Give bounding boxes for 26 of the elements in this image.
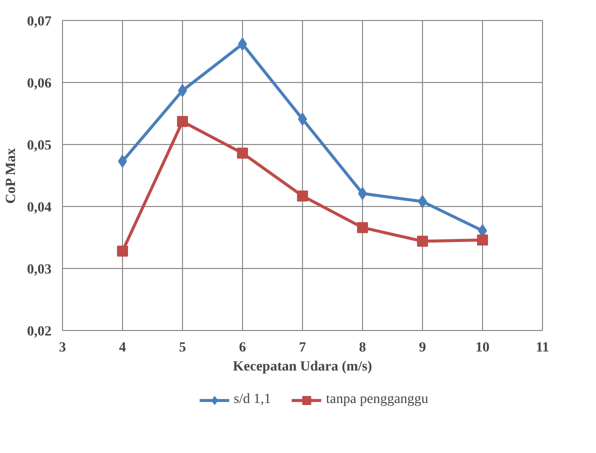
point xyxy=(117,246,128,257)
y-tick-label: 0,06 xyxy=(27,76,52,92)
x-axis-title: Kecepatan Udara (m/s) xyxy=(232,360,372,374)
point xyxy=(477,234,488,246)
x-tick-label: 9 xyxy=(419,340,426,356)
x-tick-label: 7 xyxy=(299,340,306,356)
point xyxy=(177,116,188,128)
point xyxy=(297,190,308,202)
x-tick-label: 5 xyxy=(179,340,186,356)
point xyxy=(417,236,428,247)
point xyxy=(237,148,248,159)
legend-label: s/d 1,1 xyxy=(234,392,272,408)
x-tick-label: 10 xyxy=(476,340,490,356)
y-axis-title: CoP Max xyxy=(4,148,19,204)
y-tick-label: 0,07 xyxy=(27,14,52,30)
y-tick-label: 0,03 xyxy=(27,262,52,278)
point xyxy=(357,222,368,234)
x-tick-label: 6 xyxy=(239,340,246,356)
x-tick-label: 11 xyxy=(536,340,550,356)
x-tick-label: 8 xyxy=(359,340,366,356)
x-tick-label: 3 xyxy=(59,340,66,356)
x-tick-label: 4 xyxy=(119,340,126,356)
y-tick-label: 0,02 xyxy=(27,324,52,340)
legend-label: tanpa pengganggu xyxy=(326,392,428,408)
y-tick-label: 0,05 xyxy=(27,138,52,154)
y-tick-label: 0,04 xyxy=(27,200,52,216)
